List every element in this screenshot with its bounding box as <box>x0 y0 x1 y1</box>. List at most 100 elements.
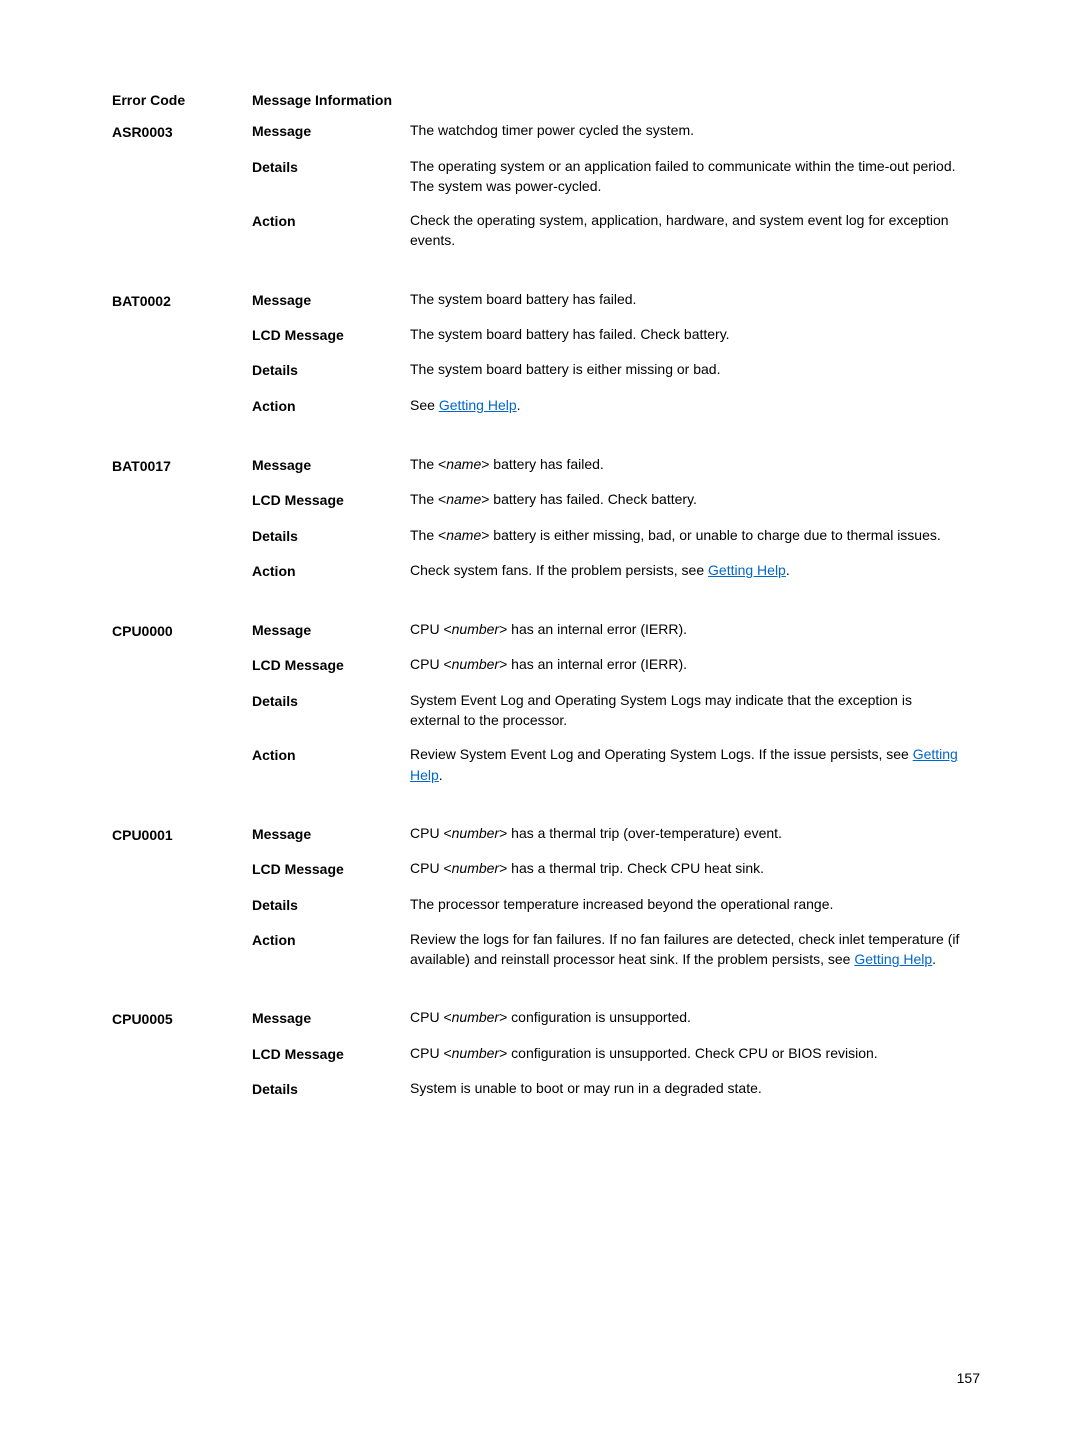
getting-help-link[interactable]: Getting Help <box>854 951 932 967</box>
table-row: Details The system board battery is eith… <box>252 359 980 380</box>
error-code: ASR0003 <box>112 120 252 264</box>
param-name: name <box>446 527 481 543</box>
document-page: Error Code Message Information ASR0003 M… <box>0 0 1080 1434</box>
row-label-action: Action <box>252 210 410 231</box>
row-desc: CPU <number> has a thermal trip. Check C… <box>410 858 980 878</box>
table-row: Action Check system fans. If the problem… <box>252 560 980 581</box>
table-row: Details System is unable to boot or may … <box>252 1078 980 1099</box>
row-label-lcd: LCD Message <box>252 654 410 675</box>
row-desc: CPU <number> has a thermal trip (over-te… <box>410 823 980 843</box>
row-label-message: Message <box>252 619 410 640</box>
table-header-row: Error Code Message Information <box>112 90 980 110</box>
param-number: number <box>452 1045 499 1061</box>
msg-post: > has an internal error (IERR). <box>499 621 687 637</box>
period: . <box>786 562 790 578</box>
error-section-cpu0001: CPU0001 Message CPU <number> has a therm… <box>112 823 980 983</box>
row-desc: CPU <number> configuration is unsupporte… <box>410 1043 980 1063</box>
row-label-details: Details <box>252 359 410 380</box>
table-row: LCD Message CPU <number> configuration i… <box>252 1043 980 1064</box>
error-code: CPU0001 <box>112 823 252 983</box>
header-message-info: Message Information <box>252 90 410 110</box>
row-desc: The system board battery is either missi… <box>410 359 980 379</box>
row-desc: CPU <number> has an internal error (IERR… <box>410 619 980 639</box>
table-row: Action Review the logs for fan failures.… <box>252 929 980 970</box>
table-row: Message CPU <number> has an internal err… <box>252 619 980 640</box>
row-desc: System is unable to boot or may run in a… <box>410 1078 980 1098</box>
error-code: BAT0002 <box>112 289 252 430</box>
error-code: CPU0000 <box>112 619 252 799</box>
error-section-bat0017: BAT0017 Message The <name> battery has f… <box>112 454 980 595</box>
header-error-code: Error Code <box>112 90 252 110</box>
getting-help-link[interactable]: Getting Help <box>708 562 786 578</box>
table-row: Action See Getting Help. <box>252 395 980 416</box>
row-desc: The <name> battery has failed. Check bat… <box>410 489 980 509</box>
error-code: CPU0005 <box>112 1007 252 1113</box>
period: . <box>439 767 443 783</box>
page-number: 157 <box>957 1368 980 1388</box>
table-row: Details The <name> battery is either mis… <box>252 525 980 546</box>
action-pre: See <box>410 397 439 413</box>
table-row: Message The watchdog timer power cycled … <box>252 120 980 141</box>
row-desc: See Getting Help. <box>410 395 980 415</box>
table-row: LCD Message The <name> battery has faile… <box>252 489 980 510</box>
param-number: number <box>452 1009 499 1025</box>
lcd-post: > configuration is unsupported. Check CP… <box>499 1045 878 1061</box>
row-label-action: Action <box>252 929 410 950</box>
error-section-cpu0005: CPU0005 Message CPU <number> configurati… <box>112 1007 980 1113</box>
row-desc: Check system fans. If the problem persis… <box>410 560 980 580</box>
lcd-post: > battery has failed. Check battery. <box>481 491 697 507</box>
row-label-action: Action <box>252 395 410 416</box>
param-number: number <box>452 860 499 876</box>
row-desc: The processor temperature increased beyo… <box>410 894 980 914</box>
row-label-message: Message <box>252 823 410 844</box>
row-label-lcd: LCD Message <box>252 489 410 510</box>
row-desc: CPU <number> has an internal error (IERR… <box>410 654 980 674</box>
row-label-message: Message <box>252 289 410 310</box>
period: . <box>932 951 936 967</box>
param-name: name <box>446 491 481 507</box>
row-label-action: Action <box>252 560 410 581</box>
table-row: Message CPU <number> configuration is un… <box>252 1007 980 1028</box>
table-row: Details The operating system or an appli… <box>252 156 980 197</box>
param-number: number <box>452 656 499 672</box>
error-code: BAT0017 <box>112 454 252 595</box>
row-desc: The <name> battery is either missing, ba… <box>410 525 980 545</box>
det-pre: The < <box>410 527 446 543</box>
row-label-message: Message <box>252 120 410 141</box>
row-label-details: Details <box>252 690 410 711</box>
period: . <box>517 397 521 413</box>
det-post: > battery is either missing, bad, or una… <box>481 527 941 543</box>
table-row: Message The system board battery has fai… <box>252 289 980 310</box>
row-desc: System Event Log and Operating System Lo… <box>410 690 980 731</box>
error-section-asr0003: ASR0003 Message The watchdog timer power… <box>112 120 980 264</box>
row-desc: The watchdog timer power cycled the syst… <box>410 120 980 140</box>
error-section-cpu0000: CPU0000 Message CPU <number> has an inte… <box>112 619 980 799</box>
row-desc: The <name> battery has failed. <box>410 454 980 474</box>
msg-post: > battery has failed. <box>481 456 604 472</box>
msg-post: > configuration is unsupported. <box>499 1009 691 1025</box>
msg-post: > has a thermal trip (over-temperature) … <box>499 825 782 841</box>
msg-pre: CPU < <box>410 825 452 841</box>
param-name: name <box>446 456 481 472</box>
row-label-lcd: LCD Message <box>252 1043 410 1064</box>
msg-pre: CPU < <box>410 1009 452 1025</box>
lcd-pre: CPU < <box>410 1045 452 1061</box>
row-label-message: Message <box>252 454 410 475</box>
lcd-pre: CPU < <box>410 656 452 672</box>
lcd-pre: The < <box>410 491 446 507</box>
row-desc: Review System Event Log and Operating Sy… <box>410 744 980 785</box>
row-desc: Check the operating system, application,… <box>410 210 980 251</box>
table-row: LCD Message CPU <number> has an internal… <box>252 654 980 675</box>
row-label-message: Message <box>252 1007 410 1028</box>
table-row: Details The processor temperature increa… <box>252 894 980 915</box>
row-desc: CPU <number> configuration is unsupporte… <box>410 1007 980 1027</box>
param-number: number <box>452 825 499 841</box>
msg-pre: The < <box>410 456 446 472</box>
table-row: Message CPU <number> has a thermal trip … <box>252 823 980 844</box>
getting-help-link[interactable]: Getting Help <box>439 397 517 413</box>
action-pre: Review System Event Log and Operating Sy… <box>410 746 913 762</box>
lcd-post: > has an internal error (IERR). <box>499 656 687 672</box>
row-label-lcd: LCD Message <box>252 324 410 345</box>
row-label-details: Details <box>252 156 410 177</box>
row-label-details: Details <box>252 894 410 915</box>
